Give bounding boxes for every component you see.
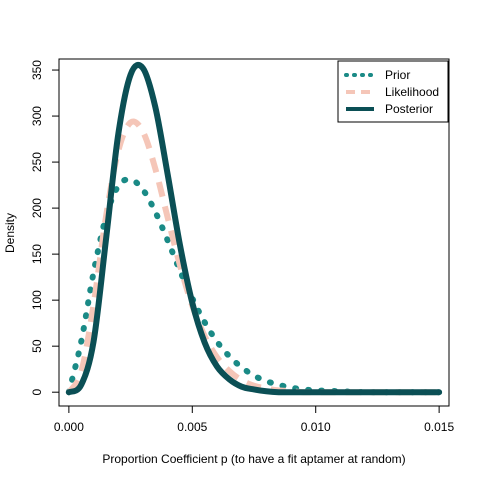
x-axis: 0.000 0.005 0.010 0.015 — [54, 405, 454, 434]
y-axis: 0 50 100 150 200 250 300 350 — [30, 60, 60, 396]
legend: Prior Likelihood Posterior — [337, 60, 449, 123]
y-axis-title: Density — [3, 213, 17, 253]
legend-label-likelihood: Likelihood — [385, 85, 439, 99]
y-tick-label: 350 — [30, 60, 44, 80]
x-tick-label: 0.010 — [301, 420, 331, 434]
series-layer — [65, 62, 443, 396]
y-tick-label: 150 — [30, 244, 44, 264]
x-tick-label: 0.000 — [54, 420, 84, 434]
legend-label-prior: Prior — [385, 68, 410, 82]
legend-box — [337, 60, 449, 123]
y-tick-label: 0 — [30, 389, 44, 396]
y-tick-label: 100 — [30, 290, 44, 310]
y-tick-label: 200 — [30, 198, 44, 218]
legend-label-posterior: Posterior — [385, 102, 433, 116]
y-tick-label: 50 — [30, 339, 44, 353]
x-tick-label: 0.015 — [424, 420, 454, 434]
series-line-posterior — [65, 62, 443, 396]
y-tick-label: 300 — [30, 106, 44, 126]
x-axis-title: Proportion Coefficient p (to have a fit … — [102, 452, 405, 466]
x-tick-label: 0.005 — [177, 420, 207, 434]
y-tick-label: 250 — [30, 152, 44, 172]
